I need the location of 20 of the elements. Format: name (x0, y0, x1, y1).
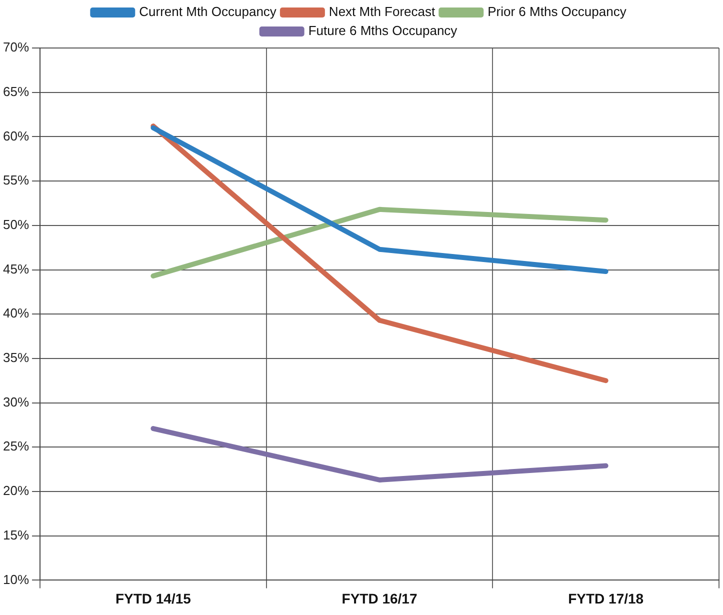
y-tick-label: 50% (2, 216, 30, 232)
y-tick-label: 65% (2, 84, 30, 99)
y-tick-label: 20% (2, 483, 30, 498)
x-tick-label: FYTD 14/15 (115, 590, 192, 606)
y-tick-label: 30% (2, 394, 30, 410)
x-tick-label: FYTD 17/18 (568, 590, 644, 606)
legend-label: Future 6 Mths Occupancy (308, 23, 458, 38)
y-tick-label: 10% (2, 572, 30, 587)
y-tick-label: 15% (2, 527, 30, 542)
y-tick-label: 40% (2, 306, 30, 321)
y-tick-label: 35% (2, 350, 30, 366)
legend-label: Prior 6 Mths Occupancy (488, 4, 627, 20)
legend-label: Current Mth Occupancy (139, 4, 277, 20)
legend-label: Next Mth Forecast (328, 4, 436, 20)
y-tick-label: 60% (2, 128, 30, 144)
y-tick-label: 70% (2, 40, 30, 55)
y-tick-label: 55% (2, 172, 30, 188)
y-tick-label: 45% (2, 261, 30, 276)
y-tick-label: 25% (2, 438, 30, 454)
x-tick-label: FYTD 16/17 (342, 590, 418, 606)
